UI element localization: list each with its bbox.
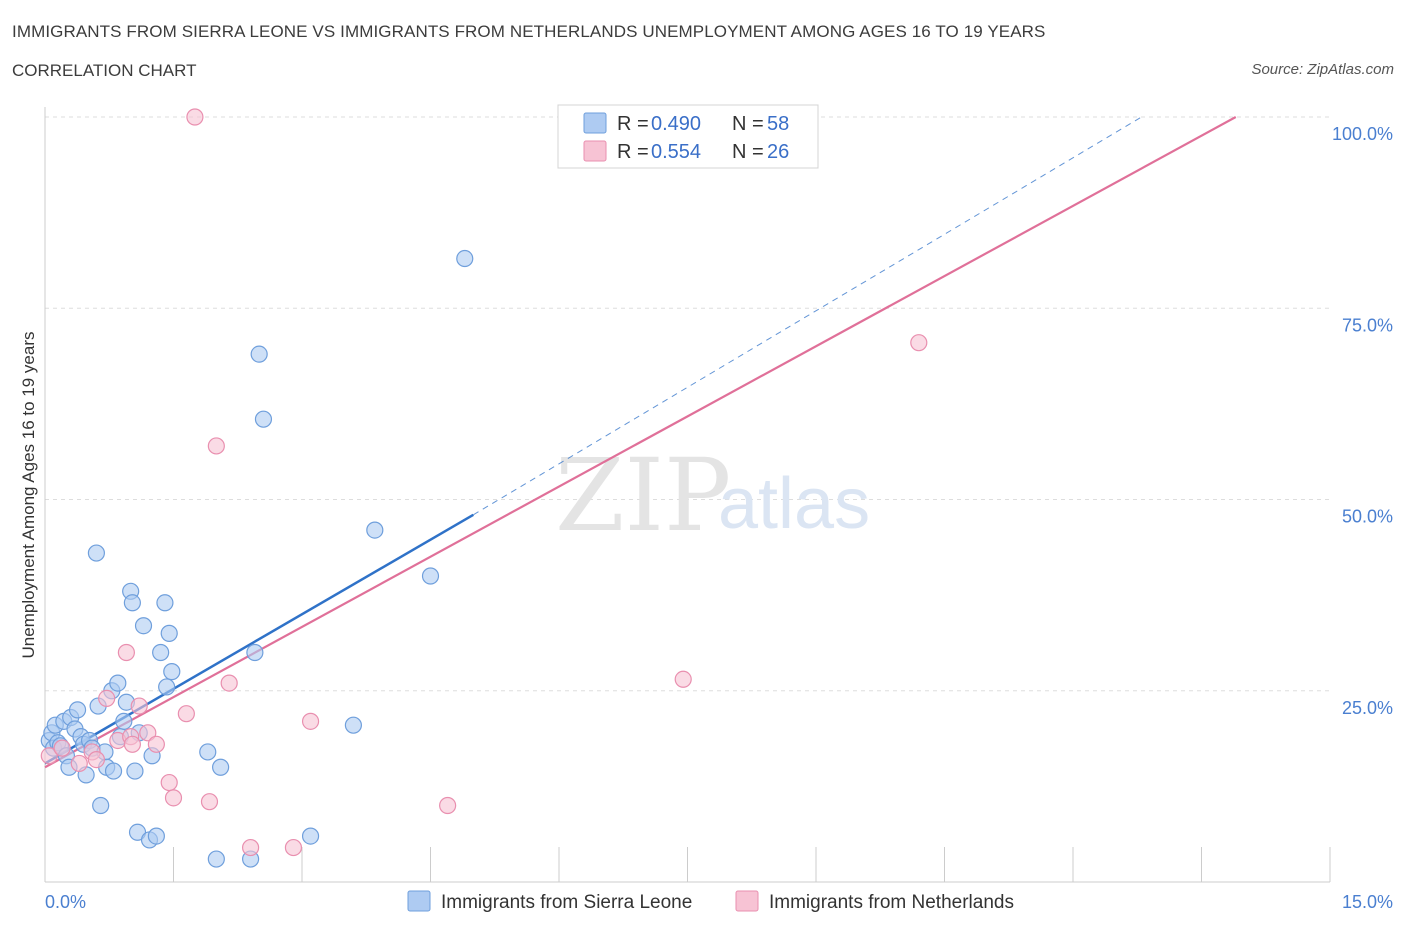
legend-r-value-a: 0.490 (651, 113, 701, 135)
point-sierra-leone-36 (147, 827, 165, 845)
point-netherlands-11 (147, 735, 165, 753)
chart-title: IMMIGRANTS FROM SIERRA LEONE VS IMMIGRAN… (12, 22, 1046, 41)
trend-line-netherlands (44, 116, 1237, 769)
legend-n-label-a: N = (732, 113, 764, 135)
x-tick-label-0: 0.0% (45, 892, 86, 912)
point-sierra-leone-39 (158, 678, 176, 696)
y-tick-label-0: 25.0% (1342, 698, 1393, 718)
axes (44, 107, 1331, 883)
legend-n-value-b: 26 (767, 141, 789, 163)
watermark-zip: ZIP (555, 437, 731, 554)
point-netherlands-20 (284, 838, 303, 857)
point-sierra-leone-46 (246, 643, 264, 662)
point-netherlands-0 (40, 747, 58, 765)
legend-n-value-a: 58 (767, 113, 789, 135)
point-netherlands-15 (186, 108, 204, 126)
point-sierra-leone-26 (115, 712, 133, 730)
bottom-legend: Immigrants from Sierra Leone Immigrants … (407, 890, 1014, 913)
point-netherlands-12 (160, 773, 178, 792)
y-tick-label-1: 50.0% (1342, 507, 1393, 527)
point-sierra-leone-53 (456, 249, 474, 268)
tick-labels: 25.0% 50.0% 75.0% 100.0% 0.0% 15.0% (45, 124, 1393, 912)
point-sierra-leone-38 (156, 594, 174, 612)
point-netherlands-17 (207, 437, 225, 455)
bottom-legend-label-sierra-leone: Immigrants from Sierra Leone (441, 892, 692, 913)
point-netherlands-18 (220, 674, 238, 692)
point-sierra-leone-50 (344, 716, 362, 734)
source-label: Source: ZipAtlas.com (1251, 61, 1394, 78)
point-sierra-leone-37 (152, 643, 170, 662)
point-netherlands-16 (200, 793, 219, 811)
point-netherlands-5 (98, 689, 116, 708)
point-sierra-leone-29 (123, 594, 141, 612)
legend-r-label-b: R = (617, 141, 649, 163)
y-tick-label-2: 75.0% (1342, 315, 1393, 335)
point-sierra-leone-42 (199, 743, 217, 761)
point-netherlands-2 (70, 754, 88, 773)
legend-swatch-netherlands (583, 140, 607, 162)
point-sierra-leone-41 (163, 663, 181, 681)
chart-subtitle: CORRELATION CHART (12, 61, 197, 80)
legend-r-value-b: 0.554 (651, 141, 701, 163)
bottom-legend-label-netherlands: Immigrants from Netherlands (769, 892, 1014, 913)
bottom-legend-swatch-sierra-leone (407, 890, 431, 912)
point-sierra-leone-48 (254, 410, 273, 428)
point-sierra-leone-52 (421, 567, 440, 585)
legend-swatch-sierra-leone (583, 112, 607, 134)
point-sierra-leone-49 (301, 827, 320, 845)
y-axis-label: Unemployment Among Ages 16 to 19 years (19, 332, 38, 659)
point-netherlands-23 (674, 670, 692, 688)
point-sierra-leone-31 (128, 823, 147, 841)
point-netherlands-24 (910, 334, 928, 352)
point-netherlands-25 (123, 735, 141, 753)
point-sierra-leone-24 (109, 674, 127, 692)
point-netherlands-13 (164, 789, 183, 807)
trend-line-sierra-leone-extension (473, 116, 1142, 516)
point-netherlands-22 (439, 796, 457, 815)
x-tick-label-1: 15.0% (1342, 892, 1393, 912)
top-legend: R = 0.490 N = 58 R = 0.554 N = 26 (557, 104, 819, 169)
point-sierra-leone-43 (207, 850, 225, 868)
point-netherlands-7 (117, 643, 135, 662)
point-sierra-leone-11 (68, 701, 87, 719)
point-netherlands-14 (177, 705, 195, 723)
point-sierra-leone-23 (104, 762, 123, 780)
legend-r-label-a: R = (617, 113, 649, 135)
bottom-legend-swatch-netherlands (735, 890, 759, 912)
point-netherlands-9 (130, 697, 148, 715)
point-sierra-leone-30 (126, 762, 144, 780)
point-netherlands-19 (242, 838, 260, 857)
point-sierra-leone-44 (212, 758, 230, 776)
point-sierra-leone-47 (250, 345, 268, 363)
point-netherlands-10 (139, 724, 157, 742)
legend-n-label-b: N = (732, 141, 764, 163)
y-tick-label-3: 100.0% (1332, 124, 1393, 144)
point-netherlands-1 (53, 739, 71, 757)
point-sierra-leone-51 (366, 521, 384, 539)
point-sierra-leone-17 (87, 544, 106, 562)
point-sierra-leone-19 (92, 796, 110, 815)
point-netherlands-21 (301, 712, 320, 730)
grid-lines (45, 116, 1330, 692)
point-netherlands-4 (87, 750, 106, 769)
data-points (40, 108, 928, 868)
trend-line-sierra-leone (44, 513, 474, 765)
point-sierra-leone-40 (160, 624, 178, 642)
watermark-atlas: atlas (718, 464, 870, 544)
watermark: ZIP atlas (555, 437, 870, 554)
point-sierra-leone-33 (134, 617, 153, 635)
